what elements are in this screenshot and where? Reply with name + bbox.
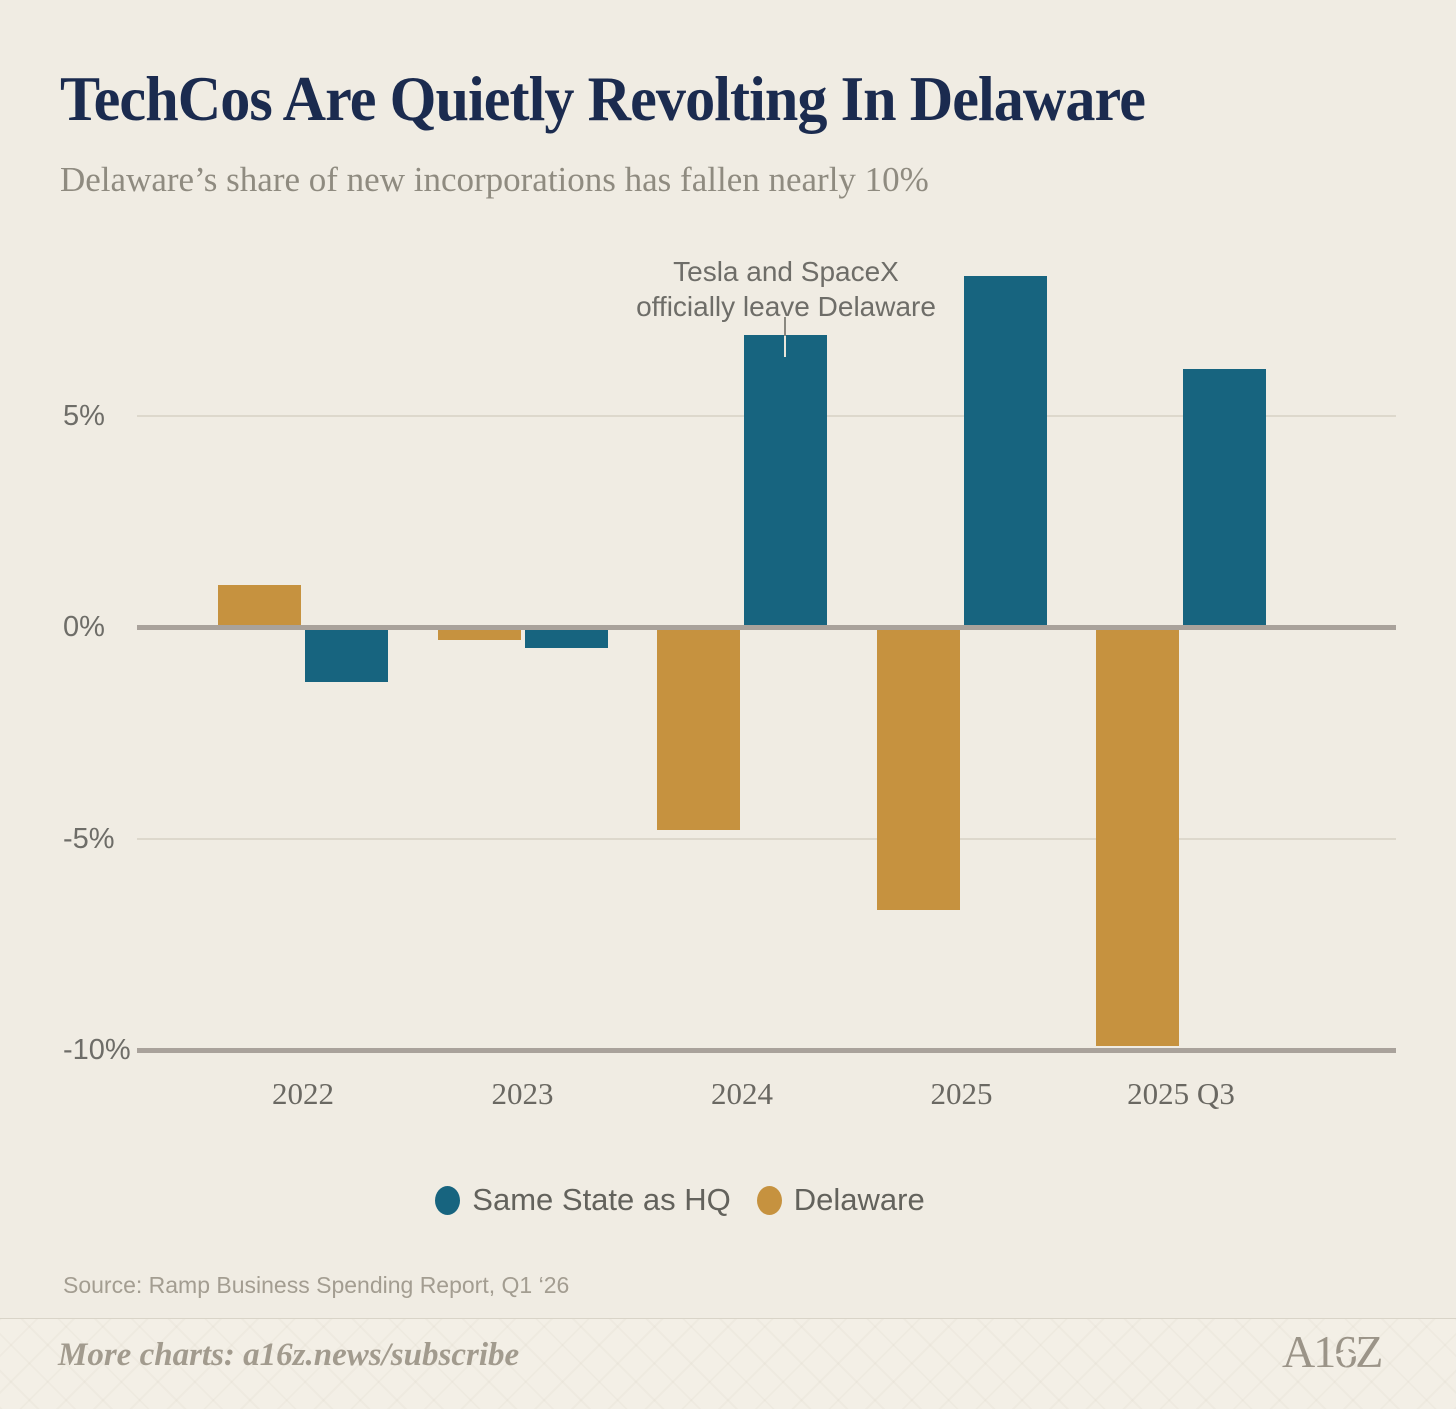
bar-same-state-as-hq-2024 xyxy=(744,335,827,627)
chart-title: TechCos Are Quietly Revolting In Delawar… xyxy=(60,63,1146,134)
gridline xyxy=(137,837,1396,840)
annotation-line-1: Tesla and SpaceX xyxy=(673,256,899,287)
bar-delaware-2022 xyxy=(218,584,301,627)
bottom-axis-line xyxy=(137,1048,1396,1053)
more-charts-link[interactable]: More charts: a16z.news/subscribe xyxy=(58,1337,520,1373)
bar-delaware-2025 xyxy=(876,627,960,911)
bar-same-state-as-hq-2023 xyxy=(524,627,608,649)
source-note: Source: Ramp Business Spending Report, Q… xyxy=(63,1272,570,1298)
legend-item-same-state: Same State as HQ xyxy=(435,1182,731,1218)
legend: Same State as HQ Delaware xyxy=(0,1182,1408,1218)
annotation-pointer-line xyxy=(784,317,786,336)
legend-swatch-gold-icon xyxy=(756,1185,782,1215)
legend-swatch-teal-icon xyxy=(435,1185,461,1215)
bar-same-state-as-hq-2022 xyxy=(305,627,388,682)
y-axis-tick-label: 0% xyxy=(63,611,105,643)
bar-delaware-2024 xyxy=(657,627,740,831)
bar-delaware-2025-q3 xyxy=(1096,627,1179,1046)
annotation-text: Tesla and SpaceX officially leave Delawa… xyxy=(636,254,936,324)
zero-axis-line xyxy=(137,625,1396,630)
x-axis-tick-label: 2025 xyxy=(930,1076,993,1111)
y-axis-tick-label: -5% xyxy=(63,822,115,855)
chart-subtitle: Delaware’s share of new incorporations h… xyxy=(60,160,929,199)
x-axis-tick-label: 2022 xyxy=(272,1076,334,1111)
footer-divider xyxy=(0,1318,1456,1319)
bar-same-state-as-hq-2025 xyxy=(963,275,1047,627)
legend-item-delaware: Delaware xyxy=(756,1182,925,1218)
legend-label-same-state: Same State as HQ xyxy=(472,1182,731,1217)
annotation-pointer-line-inside-bar xyxy=(784,336,786,357)
legend-label-delaware: Delaware xyxy=(793,1182,925,1217)
footer-band: More charts: a16z.news/subscribe A16Z xyxy=(0,1319,1456,1409)
y-axis-tick-label: -10% xyxy=(63,1034,131,1066)
x-axis-tick-label: 2025 Q3 xyxy=(1127,1076,1235,1111)
x-axis-tick-label: 2024 xyxy=(711,1076,773,1111)
svg-text:A16Z: A16Z xyxy=(1282,1327,1381,1377)
annotation-line-2: officially leave Delaware xyxy=(636,291,936,322)
bar-same-state-as-hq-2025-q3 xyxy=(1183,368,1266,627)
x-axis-tick-label: 2023 xyxy=(491,1076,554,1111)
a16z-logo: A16Z xyxy=(1280,1326,1400,1384)
y-axis-tick-label: 5% xyxy=(63,399,105,432)
bar-delaware-2023 xyxy=(437,627,521,640)
